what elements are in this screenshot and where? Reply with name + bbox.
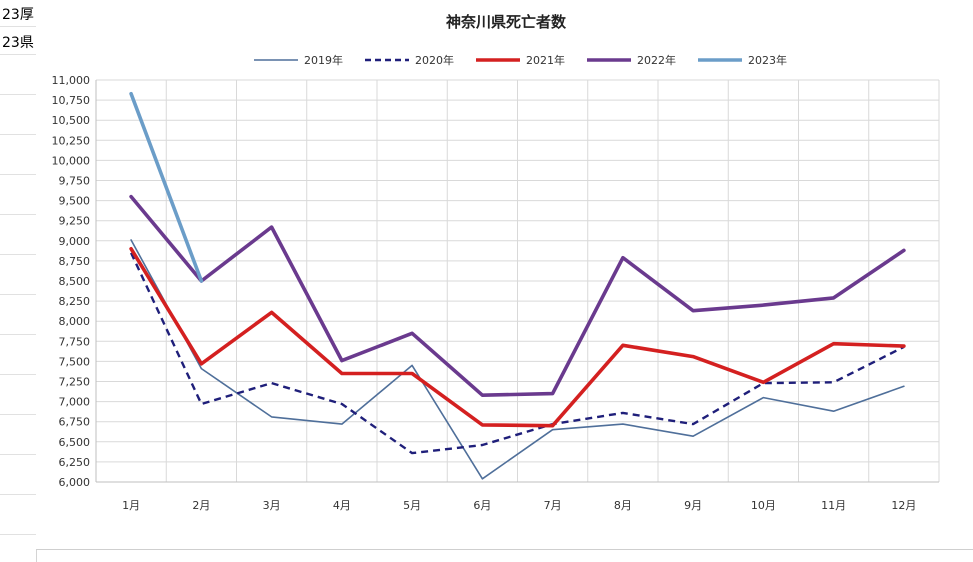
y-tick-label: 8,000	[59, 315, 91, 328]
legend-label: 2021年	[526, 53, 565, 67]
sheet-row[interactable]	[0, 494, 36, 535]
spreadsheet-row-strip: 23厚 23県	[0, 0, 37, 562]
chart-area[interactable]: 神奈川県死亡者数 2019年 2020年 2021年 2022年 2023年 6,000…	[36, 0, 973, 550]
sheet-row[interactable]	[0, 214, 36, 255]
series-line-2020年	[130, 252, 905, 455]
legend-label: 2019年	[304, 53, 343, 67]
sheet-row[interactable]	[0, 94, 36, 135]
x-tick-label: 1月	[122, 499, 140, 512]
sheet-cell[interactable]: 23厚	[2, 7, 34, 23]
series-line-2021年	[129, 247, 906, 428]
sheet-row[interactable]: 23県	[0, 26, 36, 55]
x-tick-label: 8月	[614, 499, 632, 512]
x-tick-label: 5月	[403, 499, 421, 512]
sheet-row[interactable]	[0, 374, 36, 415]
y-tick-label: 10,000	[52, 154, 91, 167]
x-tick-label: 9月	[684, 499, 702, 512]
y-tick-label: 6,000	[59, 476, 91, 489]
y-tick-label: 9,000	[59, 235, 91, 248]
legend-label: 2022年	[637, 53, 676, 67]
sheet-row[interactable]	[0, 334, 36, 375]
sheet-row[interactable]: 23厚	[0, 0, 36, 27]
y-tick-label: 10,500	[52, 114, 91, 127]
series-line-2022年	[129, 194, 906, 397]
x-axis: 1月 2月 3月 4月 5月 6月 7月 8月 9月 10月 11月 12月	[96, 481, 939, 512]
y-tick-label: 9,500	[59, 195, 91, 208]
y-tick-label: 11,000	[52, 74, 91, 87]
y-tick-label: 8,500	[59, 275, 91, 288]
series-line-2023年	[129, 91, 204, 283]
y-tick-label: 10,250	[52, 134, 91, 147]
x-tick-label: 3月	[263, 499, 281, 512]
chart-title: 神奈川県死亡者数	[446, 13, 567, 31]
y-tick-label: 6,250	[59, 456, 91, 469]
y-axis: 6,000 6,250 6,500 6,750 7,000 7,250 7,500 7,750…	[52, 74, 97, 489]
line-chart[interactable]: 神奈川県死亡者数 2019年 2020年 2021年 2022年 2023年 6,000…	[36, 0, 973, 549]
x-tick-label: 6月	[473, 499, 491, 512]
x-tick-label: 12月	[891, 499, 916, 512]
y-tick-label: 8,250	[59, 295, 91, 308]
y-tick-label: 7,500	[59, 355, 91, 368]
y-tick-label: 8,750	[59, 255, 91, 268]
legend-label: 2020年	[415, 53, 454, 67]
series-line-2019年	[130, 239, 905, 480]
y-tick-label: 7,750	[59, 335, 91, 348]
sheet-row[interactable]	[0, 454, 36, 495]
y-tick-label: 9,250	[59, 215, 91, 228]
x-tick-label: 4月	[333, 499, 351, 512]
x-tick-label: 11月	[821, 499, 846, 512]
legend: 2019年 2020年 2021年 2022年 2023年	[254, 53, 787, 67]
x-tick-label: 2月	[192, 499, 210, 512]
sheet-row[interactable]	[0, 174, 36, 215]
legend-label: 2023年	[748, 53, 787, 67]
y-tick-label: 10,750	[52, 94, 91, 107]
y-tick-label: 6,750	[59, 416, 91, 429]
sheet-row[interactable]	[0, 134, 36, 175]
plot-lines	[129, 91, 906, 480]
sheet-row[interactable]	[0, 294, 36, 335]
gridlines	[95, 79, 940, 483]
y-tick-label: 7,000	[59, 396, 91, 409]
sheet-row[interactable]	[0, 414, 36, 455]
y-tick-label: 7,250	[59, 376, 91, 389]
sheet-row[interactable]	[0, 254, 36, 295]
y-tick-label: 6,500	[59, 436, 91, 449]
x-tick-label: 7月	[544, 499, 562, 512]
x-tick-label: 10月	[751, 499, 776, 512]
sheet-row[interactable]	[0, 54, 36, 95]
sheet-cell[interactable]: 23県	[2, 35, 34, 51]
y-tick-label: 9,750	[59, 175, 91, 188]
